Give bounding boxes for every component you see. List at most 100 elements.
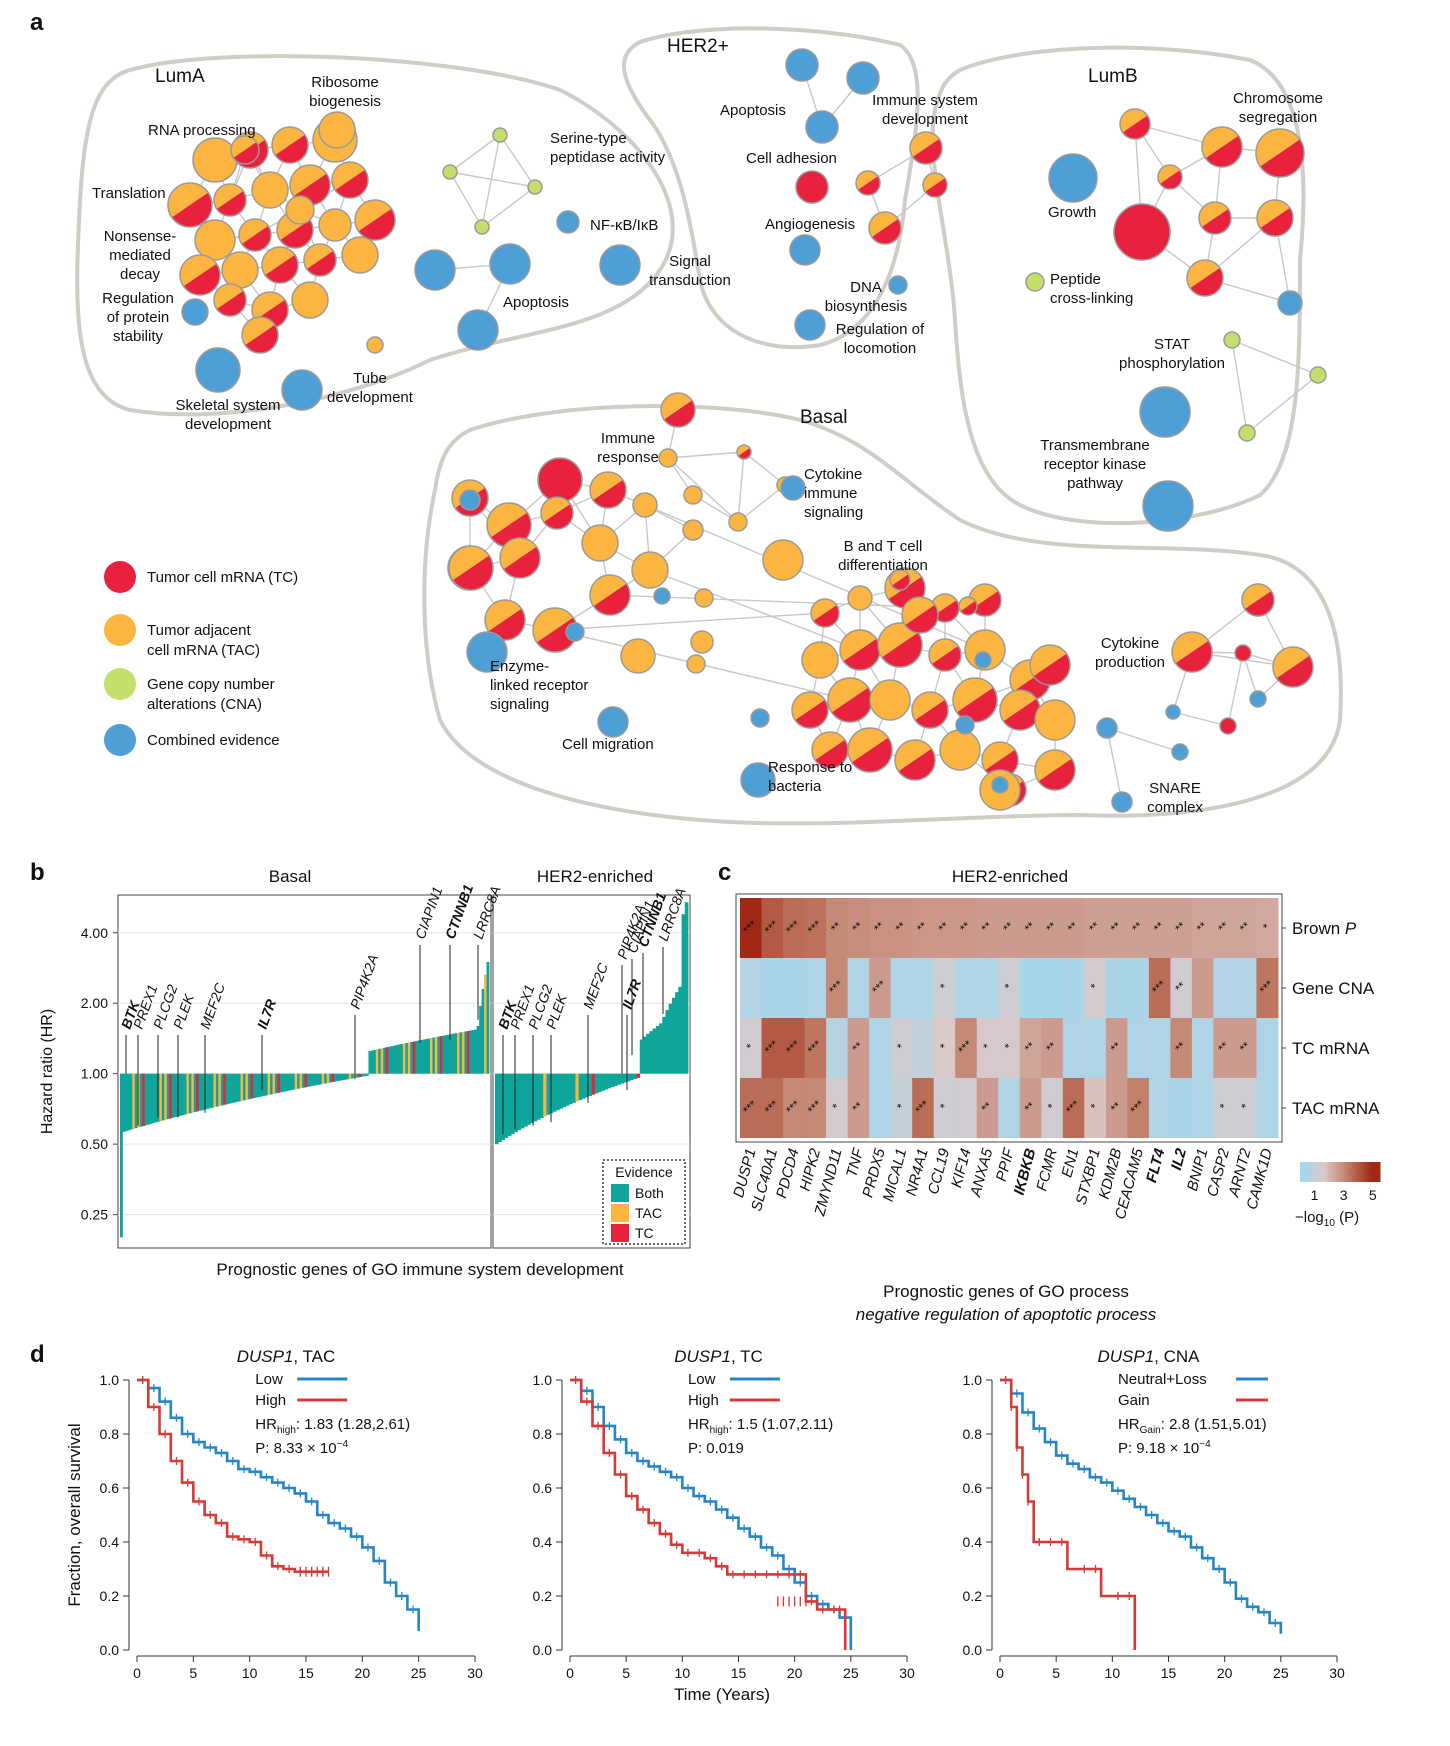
hr-bar	[393, 1045, 396, 1074]
hr-bar	[623, 1073, 628, 1083]
node-tc-half	[663, 400, 695, 427]
heatmap-cell	[890, 898, 913, 958]
term-label: complex	[1147, 799, 1203, 816]
heatmap-row-label: TC mRNA	[1292, 1039, 1370, 1058]
hr-bar	[240, 1073, 244, 1101]
network-node	[194, 219, 236, 261]
term-label: stability	[113, 328, 164, 345]
colorbar-segment	[1330, 1162, 1333, 1182]
hr-bar	[235, 1073, 239, 1102]
network-node	[318, 111, 356, 149]
evidence-label-tc: TC	[635, 1225, 654, 1241]
hr-bar	[400, 1044, 404, 1074]
heatmap-cell	[1062, 958, 1085, 1018]
hr-bar	[575, 1073, 580, 1102]
km-x-tick-label: 25	[1273, 1665, 1289, 1681]
hr-bar	[507, 1073, 512, 1136]
hr-bar	[655, 1025, 660, 1074]
network-node	[1309, 366, 1327, 384]
hr-bar	[407, 1042, 411, 1074]
heatmap-cell	[847, 958, 870, 1018]
hr-bar	[378, 1048, 382, 1074]
network-node	[805, 110, 839, 144]
km-y-tick-label: 0.8	[533, 1426, 553, 1442]
node-tac-half	[923, 172, 945, 192]
hr-bar	[336, 1073, 340, 1082]
hr-bar	[294, 1073, 298, 1090]
network-edge	[737, 451, 745, 523]
hr-bar	[341, 1073, 345, 1081]
network-nodes	[167, 48, 1327, 813]
km-y-tick-label: 0.6	[533, 1480, 553, 1496]
node-tac-half	[355, 200, 392, 232]
node-tac-half	[1172, 632, 1209, 664]
heatmap-cell	[804, 898, 827, 958]
network-node	[281, 369, 323, 411]
heatmap-cell	[783, 1078, 806, 1138]
network-node	[251, 171, 289, 209]
colorbar-segment	[1356, 1162, 1359, 1182]
hr-bar	[556, 1073, 560, 1111]
km-x-tick-label: 10	[675, 1665, 691, 1681]
heatmap-cell	[1170, 1078, 1193, 1138]
hr-bar	[331, 1073, 335, 1083]
node-outline	[1201, 126, 1243, 168]
hr-bar	[665, 1010, 670, 1074]
term-label: Cytokine	[1101, 635, 1159, 652]
network-node	[489, 243, 531, 285]
heatmap-cell	[1148, 958, 1171, 1018]
network-node	[492, 127, 508, 143]
hr-bar	[304, 1073, 308, 1088]
hr-bar	[361, 1073, 364, 1077]
heatmap-cell	[955, 958, 978, 1018]
network-node	[1165, 704, 1181, 720]
hull-lumb	[930, 45, 1306, 526]
hr-bar	[284, 1073, 288, 1092]
node-tc-half	[1190, 267, 1223, 297]
network-node	[318, 208, 352, 242]
term-label: Nonsense-	[104, 228, 177, 245]
hr-bar	[302, 1073, 305, 1088]
network-edge	[449, 171, 536, 188]
node-tac-half	[214, 184, 244, 210]
network-edge	[499, 134, 536, 188]
heatmap-cell	[1105, 1078, 1128, 1138]
hr-bar	[309, 1073, 313, 1087]
km-legend-low: Low	[688, 1371, 716, 1388]
network-edge	[1246, 374, 1319, 434]
hr-bar	[444, 1035, 448, 1074]
hr-bar	[410, 1041, 414, 1074]
hr-bar	[243, 1073, 246, 1101]
heatmap-cell	[826, 898, 849, 958]
network-node	[1139, 386, 1191, 438]
heatmap-cell	[847, 1018, 870, 1078]
hr-bar	[495, 1073, 499, 1145]
hr-bar	[166, 1073, 170, 1120]
colorbar-segment	[1312, 1162, 1315, 1182]
km-hr-text: HRGain: 2.8 (1.51,5.01)	[1118, 1416, 1267, 1436]
node-tac-half	[982, 742, 1015, 771]
hr-bar	[183, 1073, 187, 1115]
node-tc-half	[1260, 207, 1293, 236]
hr-bar	[540, 1073, 544, 1119]
node-tc-half	[543, 503, 573, 529]
heatmap-x-label-2: negative regulation of apoptotic process	[856, 1305, 1157, 1324]
node-outline	[736, 444, 752, 460]
term-label: Skeletal system	[175, 397, 280, 414]
network-node	[939, 729, 981, 771]
colorbar-segment	[1318, 1162, 1321, 1182]
colorbar-segment	[1328, 1162, 1331, 1182]
network-node	[682, 519, 704, 541]
hr-bar	[262, 1073, 266, 1096]
network-edge	[1106, 727, 1181, 753]
hr-bar	[620, 1073, 625, 1084]
hr-bar	[329, 1073, 332, 1083]
hr-bar	[447, 1034, 451, 1074]
hr-bar	[449, 1034, 453, 1074]
node-outline	[213, 283, 247, 317]
hr-bar	[127, 1073, 131, 1131]
heatmap-title: HER2-enriched	[952, 867, 1068, 886]
network-edge	[554, 612, 826, 631]
hr-bar	[481, 989, 485, 1074]
network-node	[794, 309, 826, 341]
